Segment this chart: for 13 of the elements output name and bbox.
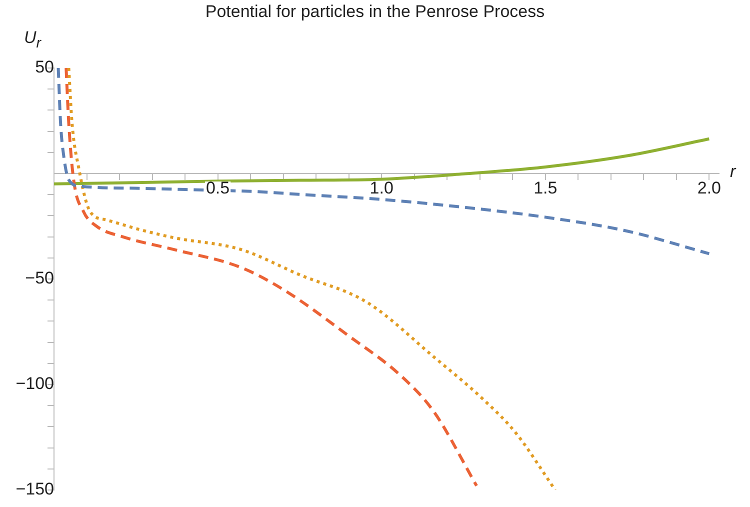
- x-tick-label: 1.5: [534, 178, 558, 198]
- x-tick-label: 0.5: [206, 178, 230, 198]
- y-tick-label: −150: [16, 480, 54, 499]
- y-tick-label: −50: [25, 268, 54, 288]
- y-tick-label: 50: [35, 58, 54, 77]
- line-series: [67, 68, 557, 490]
- y-axis-title: U$_{r}$: [24, 28, 41, 52]
- x-axis-title: r: [730, 162, 736, 182]
- y-tick-label: −100: [16, 374, 54, 394]
- chart-title: Potential for particles in the Penrose Process: [204, 2, 546, 22]
- line-series: [64, 68, 478, 488]
- x-tick-label: 2.0: [697, 178, 721, 198]
- x-tick-label: 1.0: [370, 178, 394, 198]
